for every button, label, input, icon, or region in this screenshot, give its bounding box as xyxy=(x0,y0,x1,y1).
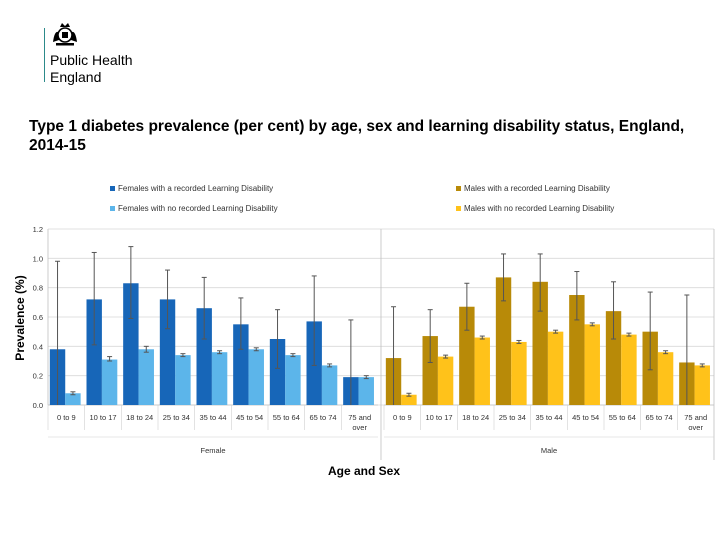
panel-label: Female xyxy=(200,446,225,455)
x-tick-label: 65 to 74 xyxy=(309,413,336,422)
bar xyxy=(321,365,338,405)
legend-label: Females with a recorded Learning Disabil… xyxy=(118,184,273,193)
bar xyxy=(495,277,512,405)
x-tick-label: 45 to 54 xyxy=(236,413,263,422)
bar xyxy=(159,299,176,405)
x-tick-label: 18 to 24 xyxy=(462,413,489,422)
x-tick-label: 75 and xyxy=(348,413,371,422)
logo-divider xyxy=(44,28,45,82)
x-tick-label: 0 to 9 xyxy=(393,413,412,422)
bar xyxy=(437,356,454,405)
bar xyxy=(248,349,264,405)
x-tick-label: 55 to 64 xyxy=(609,413,636,422)
bar xyxy=(285,355,301,405)
x-tick-label: 18 to 24 xyxy=(126,413,153,422)
bar xyxy=(547,331,564,405)
legend-swatch xyxy=(456,206,461,211)
y-tick-label: 1.0 xyxy=(33,254,43,263)
bar xyxy=(86,299,102,405)
x-tick-label: over xyxy=(352,423,367,432)
bar xyxy=(657,352,674,405)
bar xyxy=(196,308,212,405)
bar xyxy=(175,355,191,405)
bar xyxy=(694,365,710,405)
bar xyxy=(605,311,622,405)
panel-label: Male xyxy=(541,446,557,455)
bar xyxy=(101,359,118,405)
x-axis-title: Age and Sex xyxy=(328,464,400,478)
bar xyxy=(584,324,600,405)
bar xyxy=(569,295,585,405)
x-tick-label: 45 to 54 xyxy=(572,413,599,422)
bar xyxy=(138,349,154,405)
x-tick-label: 0 to 9 xyxy=(57,413,76,422)
bar xyxy=(401,394,417,405)
bar xyxy=(233,324,249,405)
bar xyxy=(358,377,374,405)
legend-swatch xyxy=(456,186,461,191)
bar xyxy=(269,339,286,405)
bar xyxy=(474,337,490,405)
legend-label: Males with a recorded Learning Disabilit… xyxy=(464,184,610,193)
y-tick-label: 0.4 xyxy=(33,342,43,351)
x-tick-label: 25 to 34 xyxy=(499,413,526,422)
page-title: Type 1 diabetes prevalence (per cent) by… xyxy=(29,118,685,154)
x-tick-label: over xyxy=(688,423,703,432)
y-axis-title: Prevalence (%) xyxy=(13,275,27,360)
bar xyxy=(621,334,637,405)
bar xyxy=(532,281,548,405)
x-tick-label: 65 to 74 xyxy=(645,413,672,422)
x-tick-label: 35 to 44 xyxy=(199,413,226,422)
royal-crest-icon xyxy=(53,23,77,46)
phe-logo: Public Health England xyxy=(44,22,174,92)
x-tick-label: 10 to 17 xyxy=(89,413,116,422)
x-tick-label: 35 to 44 xyxy=(535,413,562,422)
x-tick-label: 55 to 64 xyxy=(273,413,300,422)
y-tick-label: 0.0 xyxy=(33,401,43,410)
y-tick-label: 0.6 xyxy=(33,313,43,322)
y-tick-label: 0.2 xyxy=(33,372,43,381)
legend-swatch xyxy=(110,186,115,191)
org-name-line1: Public Health xyxy=(50,52,133,68)
org-name-line2: England xyxy=(50,69,102,85)
legend-label: Males with no recorded Learning Disabili… xyxy=(464,204,614,213)
x-tick-label: 75 and xyxy=(684,413,707,422)
y-tick-label: 1.2 xyxy=(33,225,43,234)
legend-label: Females with no recorded Learning Disabi… xyxy=(118,204,278,213)
x-tick-label: 25 to 34 xyxy=(163,413,190,422)
legend-swatch xyxy=(110,206,115,211)
y-tick-label: 0.8 xyxy=(33,284,43,293)
bar xyxy=(511,341,527,405)
bar xyxy=(65,393,81,405)
bar xyxy=(211,352,228,405)
bar xyxy=(422,336,438,405)
x-tick-label: 10 to 17 xyxy=(425,413,452,422)
bar xyxy=(459,306,475,405)
bar xyxy=(123,283,139,405)
